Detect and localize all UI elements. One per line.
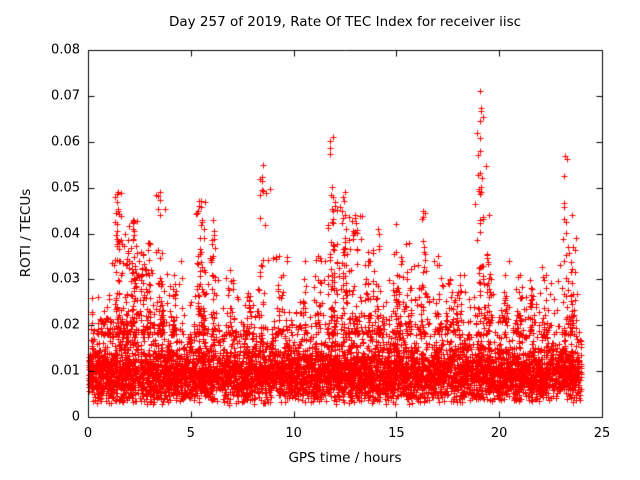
y-tick-label: 0.01 [51, 363, 80, 379]
x-tick-label: 10 [285, 426, 302, 441]
x-tick-label: 20 [490, 426, 508, 441]
x-tick-label: 5 [186, 426, 195, 441]
x-tick-label: 0 [83, 426, 93, 441]
y-tick-label: 0.04 [51, 226, 80, 241]
y-tick-label: 0.07 [51, 88, 80, 104]
y-tick-label: 0.02 [51, 317, 80, 333]
x-tick-label: 25 [593, 426, 611, 441]
chart-title: Day 257 of 2019, Rate Of TEC Index for r… [168, 14, 522, 30]
y-tick-label: 0.06 [51, 134, 80, 150]
y-tick-label: 0.05 [51, 180, 80, 196]
x-axis-label: GPS time / hours [288, 450, 402, 466]
y-tick-label: 0.08 [51, 42, 80, 58]
y-axis-label: ROTI / TECUs [18, 188, 34, 278]
x-tick-label: 15 [388, 426, 405, 441]
y-tick-label: 0 [71, 409, 80, 425]
y-tick-label: 0.03 [51, 271, 80, 287]
